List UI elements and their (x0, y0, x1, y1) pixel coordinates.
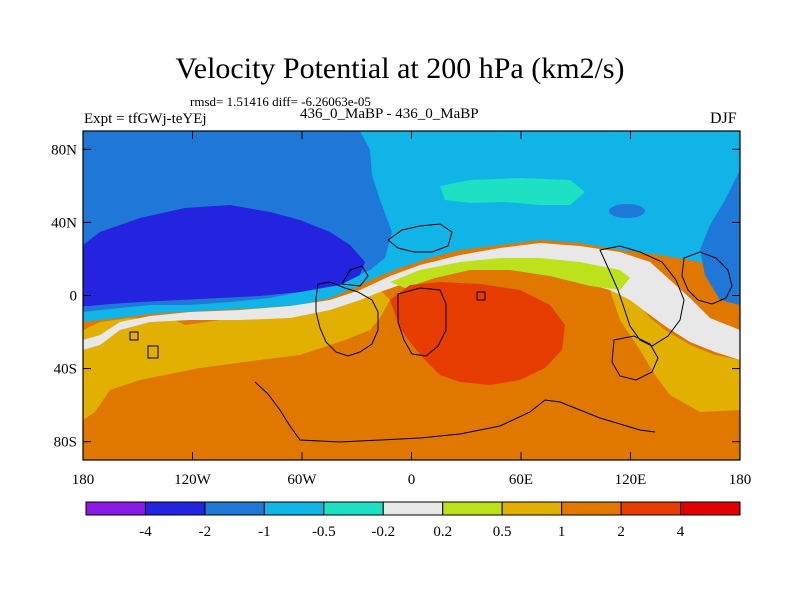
field-band-0.2-to-0.5 (390, 258, 630, 290)
colorbar: -4 -2 -1 -0.5 -0.2 0.2 0.5 1 2 4 (85, 501, 741, 540)
coastline-island-small (476, 291, 486, 301)
colorbar-label-7: 1 (558, 524, 566, 540)
field-band-2-to-4 (390, 282, 565, 385)
colorbar-label-6: 0.5 (493, 524, 512, 540)
x-tick-label-0: 180 (72, 472, 95, 488)
colorbar-label-3: -0.5 (312, 524, 336, 540)
colorbar-swatch-5 (382, 501, 444, 516)
experiment-label: Expt = tfGWj-teYEj (84, 111, 207, 127)
coastline-south-america (315, 281, 379, 357)
field-band-0.5-to-1-east (610, 290, 740, 412)
colorbar-swatch-6 (442, 501, 503, 516)
coastline-central-america (341, 265, 369, 287)
y-tick-label-3: 40S (54, 362, 77, 378)
coastline-west-patch (129, 331, 139, 341)
colorbar-swatch-4 (323, 501, 384, 516)
x-tick-label-6: 180 (729, 472, 752, 488)
x-tick-label-5: 120E (615, 472, 647, 488)
x-tick-label-2: 60W (287, 472, 317, 488)
colorbar-label-1: -2 (199, 524, 212, 540)
colorbar-swatch-7 (501, 501, 563, 516)
field-band-minus0.5-to-minus0.2 (440, 178, 585, 205)
colorbar-swatch-0 (85, 501, 146, 516)
y-tick-label-2: 0 (70, 289, 78, 305)
colorbar-label-5: 0.2 (433, 524, 452, 540)
field-band-minus2-to-minus1-east (700, 170, 740, 305)
y-axis: 80N 40N 0 40S 80S (51, 142, 740, 451)
coastline-asia (599, 245, 685, 347)
plot-area (83, 131, 740, 460)
y-tick-label-1: 40N (51, 215, 77, 231)
coastline-island-patch (147, 345, 159, 359)
y-tick-label-4: 80S (54, 435, 77, 451)
field-band-minus2-to-minus1-small (609, 204, 645, 218)
field-band-0.5-to-1 (83, 290, 390, 420)
colorbar-label-9: 4 (677, 524, 685, 540)
colorbar-swatch-3 (263, 501, 325, 516)
colorbar-swatch-10 (680, 501, 741, 516)
chart-title: Velocity Potential at 200 hPa (km2/s) (175, 52, 625, 85)
x-tick-label-1: 120W (174, 472, 212, 488)
field-band-minus4-to-minus2 (83, 205, 365, 306)
stats-line: rmsd= 1.51416 diff= -6.26063e-05 (190, 94, 371, 109)
colorbar-swatch-9 (620, 501, 682, 516)
colorbar-swatch-2 (204, 501, 265, 516)
colorbar-label-4: -0.2 (371, 524, 395, 540)
coastline-antarctica (254, 381, 656, 443)
coastline-europe (387, 223, 453, 253)
coastline-australia (611, 335, 659, 381)
x-axis: 180 120W 60W 0 60E 120E 180 (72, 131, 752, 488)
colorbar-label-0: -4 (139, 524, 152, 540)
x-tick-label-3: 0 (408, 472, 416, 488)
y-tick-label-0: 80N (51, 142, 77, 158)
colorbar-swatch-8 (561, 501, 622, 516)
coastlines (129, 223, 733, 443)
coastline-africa (397, 287, 447, 357)
colorbar-label-8: 2 (617, 524, 625, 540)
colorbar-label-2: -1 (258, 524, 271, 540)
colorbar-swatch-1 (144, 501, 206, 516)
coastline-north-america-east (681, 251, 733, 305)
comparison-label: 436_0_MaBP - 436_0_MaBP (300, 106, 479, 122)
season-label: DJF (710, 110, 737, 127)
x-tick-label-4: 60E (509, 472, 533, 488)
